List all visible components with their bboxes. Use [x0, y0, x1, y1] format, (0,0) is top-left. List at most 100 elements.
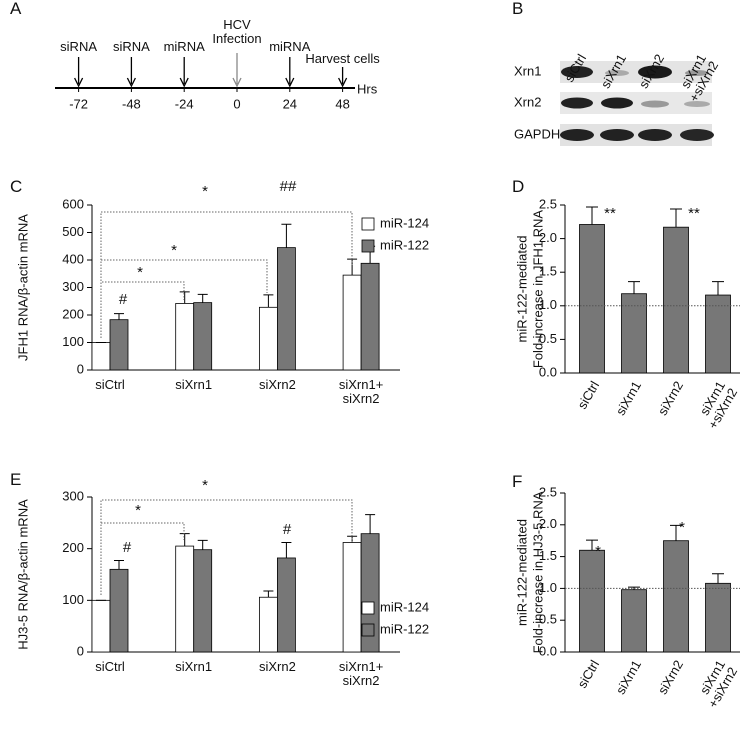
bar	[258, 306, 278, 371]
blot-row-label: GAPDH	[514, 126, 560, 141]
time-label: 24	[283, 96, 297, 111]
y-tick-label: 2.5	[539, 196, 557, 211]
error-bar	[712, 281, 724, 296]
y-tick-label: 2.5	[539, 484, 557, 499]
x-tick-label: siXrn2	[258, 377, 296, 392]
error-bar	[281, 541, 292, 558]
y-tick-label: 200	[62, 306, 84, 321]
bar	[579, 549, 605, 653]
annotation: **	[688, 205, 700, 222]
annotation: **	[604, 205, 616, 222]
bar	[175, 303, 195, 371]
y-tick-label: 1.0	[539, 297, 557, 312]
event-label: miRNA	[269, 39, 311, 54]
significance-bracket	[100, 211, 353, 338]
legend-swatch	[361, 623, 375, 637]
annotation: #	[119, 291, 128, 308]
y-axis-label: JFH1 RNA/β-actin mRNA	[15, 214, 30, 361]
error-bar	[179, 533, 190, 547]
time-label: 48	[335, 96, 349, 111]
annotation: #	[123, 539, 132, 556]
x-tick-label: siXrn1	[175, 377, 213, 392]
x-tick-label: siCtrl	[95, 659, 125, 674]
y-tick-label: 300	[62, 279, 84, 294]
time-label: 0	[233, 96, 240, 111]
western-blot	[560, 61, 714, 146]
event-label: Harvest cells	[305, 51, 380, 66]
y-tick-label: 1.5	[539, 548, 557, 563]
error-bar	[712, 573, 724, 584]
arrow-head	[179, 77, 189, 88]
y-axis-label: HJ3-5 RNA/β-actin mRNA	[15, 499, 30, 650]
y-tick-label: 0.5	[539, 612, 557, 627]
annotation: *	[679, 519, 685, 536]
legend-swatch	[361, 217, 375, 231]
y-tick-label: 500	[62, 224, 84, 239]
annotation: *	[171, 242, 177, 259]
legend-label: miR-122	[380, 621, 429, 636]
error-bar	[586, 206, 598, 225]
error-bar	[263, 590, 274, 598]
legend-swatch	[361, 601, 375, 615]
bar	[109, 319, 129, 371]
y-tick-label: 0	[77, 643, 84, 658]
bar	[360, 262, 380, 371]
error-bar	[281, 223, 292, 248]
y-tick-label: 300	[62, 488, 84, 503]
y-tick-label: 0.5	[539, 331, 557, 346]
arrow-head	[126, 77, 136, 88]
panel-label: D	[512, 177, 525, 196]
arrow-head	[285, 77, 295, 88]
bar	[705, 582, 731, 653]
annotation: *	[202, 477, 208, 494]
y-axis-label: miR-122-mediated	[514, 236, 529, 343]
bar	[276, 557, 296, 653]
error-bar	[114, 313, 124, 320]
time-label: -72	[69, 96, 88, 111]
y-tick-label: 600	[62, 196, 84, 211]
time-label: -24	[175, 96, 194, 111]
bar	[193, 549, 213, 653]
error-bar	[263, 294, 274, 308]
annotation: *	[135, 502, 141, 519]
x-tick-label: siXrn1	[175, 659, 213, 674]
panel-label: F	[512, 472, 523, 491]
time-label: -48	[122, 96, 141, 111]
bar	[91, 599, 111, 653]
arrow-head	[338, 77, 348, 88]
error-bar	[586, 539, 598, 551]
y-axis-label: Fold-increase in JFH1 RNA	[530, 210, 545, 369]
event-label: HCV Infection	[212, 17, 262, 46]
y-axis-label: Fold-increase in HJ3-5 RNA	[530, 491, 545, 653]
bar	[175, 545, 195, 653]
blot-row-label: Xrn2	[514, 94, 541, 109]
bar	[621, 589, 647, 653]
error-bar	[670, 208, 682, 228]
y-tick-label: 0.0	[539, 364, 557, 379]
y-tick-label: 2.0	[539, 230, 557, 245]
x-tick-label: siCtrl	[95, 377, 125, 392]
annotation: *	[595, 543, 601, 560]
bar	[276, 247, 296, 371]
y-tick-label: 400	[62, 251, 84, 266]
x-tick-label: siXrn1+ siXrn2	[338, 659, 384, 688]
panel-label: A	[10, 0, 22, 18]
bar	[621, 293, 647, 374]
bar	[663, 540, 689, 653]
legend-label: miR-124	[380, 599, 429, 614]
bar	[109, 568, 129, 653]
event-label: siRNA	[112, 39, 150, 54]
error-bar	[197, 293, 208, 303]
error-bar	[628, 281, 640, 294]
panel-label: B	[512, 0, 524, 18]
y-tick-label: 1.5	[539, 264, 557, 279]
panel-label: C	[10, 177, 23, 196]
y-tick-label: 0	[77, 361, 84, 376]
error-bar	[114, 560, 124, 570]
error-bar	[365, 514, 376, 534]
legend-label: miR-122	[380, 237, 429, 252]
bar	[705, 294, 731, 374]
significance-bracket	[100, 499, 353, 595]
arrow-head	[74, 77, 84, 88]
y-tick-label: 200	[62, 540, 84, 555]
